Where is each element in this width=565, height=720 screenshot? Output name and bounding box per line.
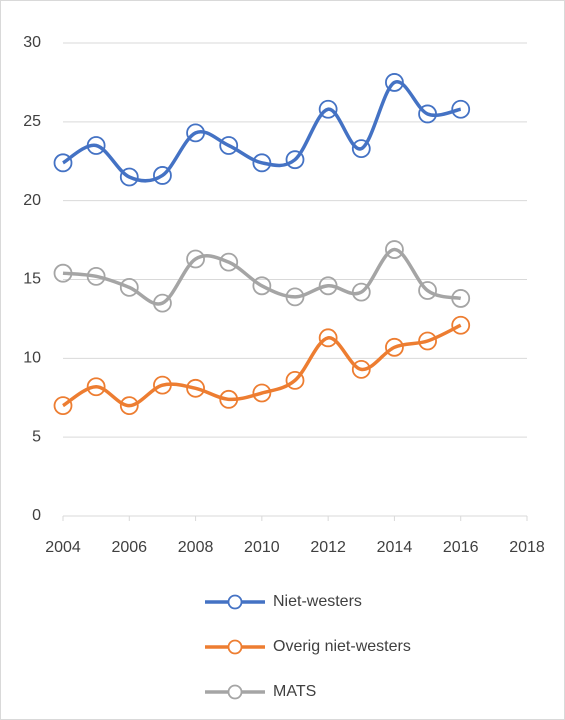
point-marker: [385, 240, 404, 259]
series-line: [62, 80, 462, 183]
point-marker: [119, 396, 139, 416]
point-marker: [252, 153, 272, 173]
point-marker: [285, 287, 305, 307]
legend-marker: [227, 639, 243, 655]
point-marker: [53, 263, 73, 283]
legend-label: Overig niet-westers: [273, 638, 411, 655]
point-marker: [418, 104, 437, 124]
legend-marker: [227, 684, 243, 700]
point-marker: [53, 153, 73, 173]
point-marker: [186, 123, 205, 143]
point-marker: [119, 167, 139, 187]
point-marker: [318, 99, 338, 119]
point-marker: [351, 139, 371, 159]
y-tick-label: 20: [23, 192, 41, 209]
point-marker: [351, 359, 371, 379]
point-marker: [219, 252, 239, 272]
point-marker: [153, 375, 172, 395]
point-marker: [418, 281, 437, 300]
point-marker: [86, 377, 106, 397]
y-tick-label: 10: [23, 350, 41, 367]
point-marker: [153, 166, 172, 185]
x-tick-label: 2006: [111, 539, 147, 556]
point-marker: [451, 289, 471, 308]
x-tick-label: 2008: [178, 539, 214, 556]
y-tick-label: 25: [23, 113, 41, 130]
series-line: [62, 323, 462, 408]
x-tick-label: 2014: [377, 539, 413, 556]
x-tick-label: 2016: [443, 539, 479, 556]
point-marker: [53, 396, 73, 416]
point-marker: [318, 328, 338, 348]
x-tick-label: 2018: [509, 539, 545, 556]
point-marker: [186, 378, 205, 398]
point-marker: [451, 315, 471, 335]
x-tick-label: 2012: [310, 539, 346, 556]
point-marker: [219, 136, 239, 155]
point-marker: [186, 249, 205, 269]
point-marker: [219, 389, 239, 409]
point-marker: [285, 150, 305, 170]
point-marker: [252, 276, 272, 296]
legend-label: Niet-westers: [273, 593, 362, 610]
point-marker: [86, 266, 106, 286]
point-marker: [153, 293, 172, 313]
point-marker: [385, 73, 404, 92]
y-tick-label: 30: [23, 34, 41, 51]
series-line: [62, 247, 462, 306]
point-marker: [385, 337, 404, 357]
point-marker: [351, 282, 371, 302]
point-marker: [451, 99, 471, 119]
x-tick-label: 2004: [45, 539, 81, 556]
x-tick-label: 2010: [244, 539, 280, 556]
y-tick-label: 0: [32, 507, 41, 524]
point-marker: [119, 277, 139, 297]
point-marker: [252, 383, 272, 403]
y-tick-label: 5: [32, 428, 41, 445]
legend-marker: [227, 594, 243, 610]
y-tick-label: 15: [23, 271, 41, 288]
point-marker: [318, 276, 338, 296]
point-marker: [86, 136, 106, 155]
point-marker: [418, 331, 437, 351]
legend-label: MATS: [273, 683, 316, 700]
point-marker: [285, 371, 305, 390]
